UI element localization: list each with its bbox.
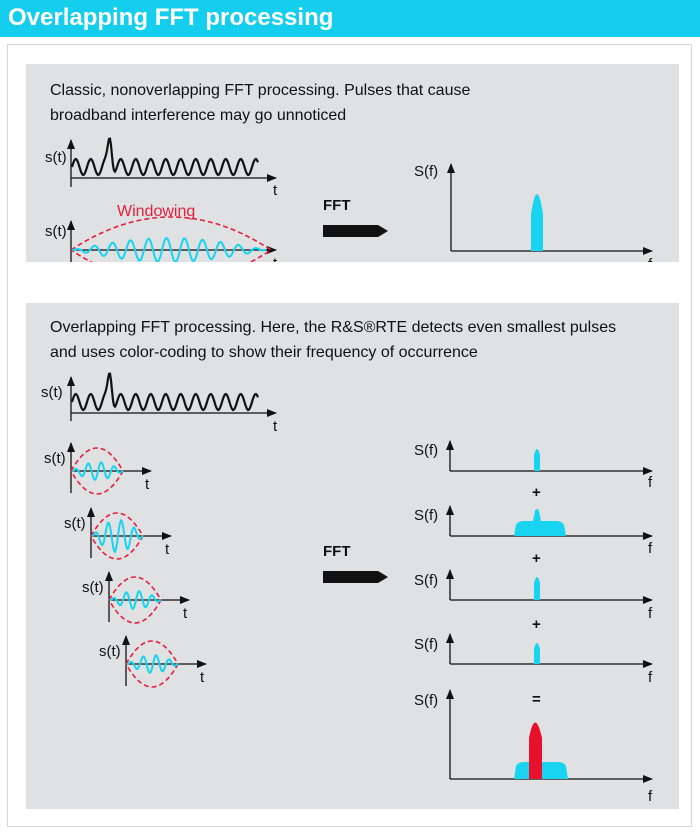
panel1-diagram: s(t) t Windowing s(t) t FFT S(f) f: [45, 137, 653, 262]
spectrum-3-freq-label: f: [648, 605, 653, 622]
panel1-caption-line1: Classic, nonoverlapping FFT processing. …: [50, 82, 471, 99]
spectrum-4-freq-label: f: [648, 669, 653, 686]
panel1-freq-label: f: [648, 256, 653, 262]
panel2-caption-line2: and uses color-coding to show their freq…: [50, 344, 478, 361]
segment-2-signal-label: s(t): [64, 515, 86, 532]
equals-sign: =: [532, 691, 541, 708]
panel-classic-fft: Classic, nonoverlapping FFT processing. …: [26, 64, 679, 262]
plus-sign-2: +: [532, 550, 541, 567]
panel2-diagram: s(t) t s(t)t s(t)t s(t)t s(t)t FFT S(f) …: [41, 372, 653, 805]
panel2-caption-line1: Overlapping FFT processing. Here, the R&…: [50, 319, 617, 336]
panel2-time-label: t: [273, 418, 278, 435]
segment-1-signal: [71, 460, 124, 482]
spectrum-3-peak: [534, 577, 540, 600]
panel1-windowed-signal-label: s(t): [45, 223, 67, 240]
panel1-time-label-1: t: [273, 182, 278, 199]
spectrum-1-freq-label: f: [648, 474, 653, 491]
segment-3-signal: [109, 589, 162, 611]
segment-2-time-label: t: [165, 541, 170, 558]
spectrum-sum-freq-label: f: [648, 788, 653, 805]
panel1-time-label-2: t: [273, 255, 278, 262]
spectrum-2-freq-label: f: [648, 540, 653, 557]
page-title: Overlapping FFT processing: [8, 4, 334, 31]
plus-sign-3: +: [532, 616, 541, 633]
panel1-fft-arrow: [323, 225, 388, 237]
windowed-segment-1: s(t) t: [44, 442, 152, 495]
spectrum-sum-color-coded-peak: [529, 722, 542, 779]
windowed-segment-3: s(t) t: [82, 571, 190, 624]
spectrum-3-label: S(f): [414, 572, 438, 589]
segment-4-time-label: t: [200, 669, 205, 686]
segment-3-signal-label: s(t): [82, 579, 104, 596]
spectrum-sum-label: S(f): [414, 692, 438, 709]
panel2-fft-label: FFT: [323, 543, 351, 560]
panel1-signal-label: s(t): [45, 149, 67, 166]
windowed-segment-4: s(t) t: [99, 635, 207, 688]
panel1-time-signal: [70, 137, 260, 177]
figure-frame: [7, 44, 692, 827]
windowed-segment-2: s(t) t: [64, 507, 172, 560]
spectrum-4-label: S(f): [414, 636, 438, 653]
panel1-windowed-signal: [71, 237, 267, 262]
segment-2-signal: [91, 518, 144, 554]
segment-1-signal-label: s(t): [44, 450, 66, 467]
panel1-spectrum-peak: [531, 194, 543, 251]
panel1-window-envelope: [70, 216, 273, 262]
panel1-spectrum-label: S(f): [414, 163, 438, 180]
segment-4-signal-label: s(t): [99, 643, 121, 660]
spectrum-2-label: S(f): [414, 507, 438, 524]
title-bar: Overlapping FFT processing: [0, 0, 700, 37]
plus-sign-1: +: [532, 484, 541, 501]
panel2-fft-arrow: [323, 571, 388, 583]
panel2-time-signal: [70, 372, 260, 412]
panel-overlapping-fft: Overlapping FFT processing. Here, the R&…: [26, 303, 679, 809]
panel1-caption-line2: broadband interference may go unnoticed: [50, 107, 347, 124]
segment-4-signal: [126, 653, 179, 675]
windowing-label: Windowing: [117, 203, 195, 220]
segment-1-time-label: t: [145, 476, 150, 493]
spectrum-2-broadband: [514, 509, 566, 536]
spectrum-4-peak: [534, 643, 540, 664]
panel2-signal-label: s(t): [41, 384, 63, 401]
panel1-fft-label: FFT: [323, 197, 351, 214]
segment-3-time-label: t: [183, 605, 188, 622]
spectrum-1-label: S(f): [414, 442, 438, 459]
spectrum-1-peak: [534, 449, 540, 471]
